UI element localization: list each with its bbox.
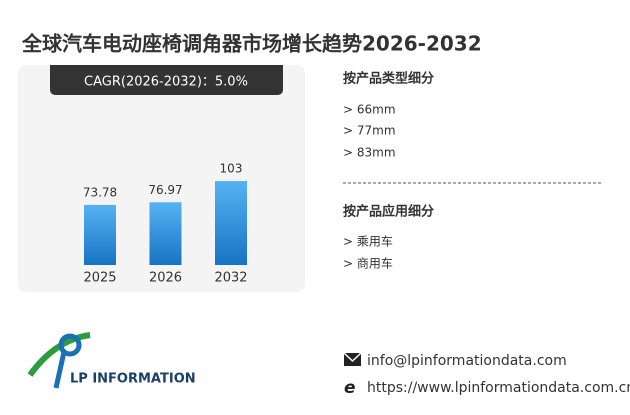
email: info@lpinformationdata.com	[367, 353, 567, 369]
logo: LP INFORMATION	[27, 332, 196, 389]
cagr-label: CAGR(2026-2032)：5.0%	[84, 75, 248, 90]
segment-item: > 商用车	[343, 256, 393, 271]
logo-text: LP INFORMATION	[70, 372, 196, 387]
segment-item: > 83mm	[343, 146, 396, 160]
value-label: 103	[220, 162, 243, 176]
website: https://www.lpinformationdata.com.cn	[367, 380, 630, 396]
x-tick-label: 2032	[214, 271, 247, 286]
segment-item: > 乘用车	[343, 234, 393, 249]
segment-item: > 66mm	[343, 103, 396, 117]
section-heading: 按产品类型细分	[343, 71, 434, 87]
bar	[215, 181, 247, 265]
bar	[149, 202, 182, 265]
bar	[84, 204, 116, 265]
value-label: 76.97	[148, 183, 182, 197]
section-heading: 按产品应用细分	[343, 204, 434, 220]
x-tick-label: 2026	[149, 271, 182, 286]
x-tick-label: 2025	[83, 271, 116, 286]
web-icon: e	[344, 378, 356, 398]
segment-item: > 77mm	[343, 124, 396, 138]
mail-icon-flap	[343, 352, 362, 363]
cagr-box	[50, 65, 283, 95]
chart-title: 全球汽车电动座椅调角器市场增长趋势2026-2032	[21, 32, 482, 56]
value-label: 73.78	[83, 185, 117, 199]
